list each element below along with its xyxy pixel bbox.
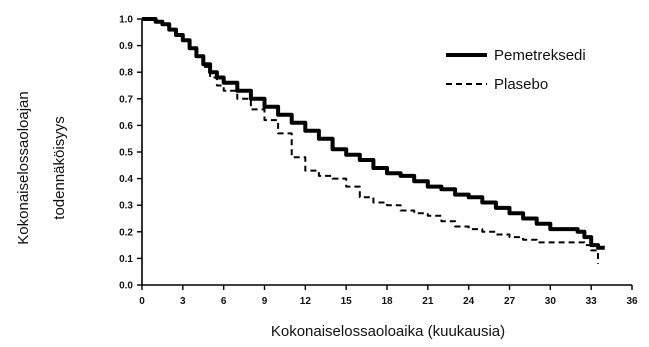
y-tick-label: 0.5: [119, 148, 133, 159]
x-tick-label: 21: [422, 296, 434, 307]
y-tick-label: 0.1: [119, 254, 133, 265]
x-tick-label: 3: [180, 296, 186, 307]
y-tick-label: 0.2: [119, 227, 133, 238]
legend-label-plasebo: Plasebo: [494, 76, 548, 93]
series-layer: [142, 17, 605, 264]
axes: [141, 19, 632, 286]
y-axis-title-line2: todennäköisyys: [51, 116, 68, 219]
x-tick-label: 36: [626, 296, 638, 307]
y-tick-label: 0.9: [119, 41, 133, 52]
x-tick-label: 27: [504, 296, 516, 307]
x-tick-label: 33: [586, 296, 598, 307]
x-tick-label: 24: [463, 296, 475, 307]
y-tick-label: 0.3: [119, 201, 133, 212]
x-tick-label: 0: [139, 296, 145, 307]
x-tick-label: 9: [262, 296, 268, 307]
x-tick-label: 15: [341, 296, 353, 307]
x-tick-label: 30: [545, 296, 557, 307]
y-axis-title-line1: Kokonaiselossaoloajan: [15, 91, 32, 244]
x-tick-label: 6: [221, 296, 227, 307]
x-tick-label: 18: [381, 296, 393, 307]
legend-label-pemetreksedi: Pemetreksedi: [494, 47, 586, 64]
legend: Pemetreksedi Plasebo: [446, 47, 586, 93]
y-axis-ticks: 0.0 0.1 0.2 0.3 0.4 0.5 0.6 0.7 0.8 0.9 1.0: [119, 15, 142, 292]
y-tick-label: 0.4: [119, 174, 133, 185]
y-tick-label: 0.8: [119, 68, 133, 79]
y-tick-label: 0.0: [119, 281, 133, 292]
y-tick-label: 0.6: [119, 121, 133, 132]
y-tick-label: 0.7: [119, 94, 133, 105]
series-line-plasebo: [142, 18, 599, 264]
x-tick-label: 12: [300, 296, 312, 307]
x-axis-title: Kokonaiselossaoloaika (kuukausia): [271, 323, 505, 340]
y-tick-label: 1.0: [119, 15, 133, 26]
x-axis-ticks: 0 3 6 9 12 15 18 21 24 27 30 33 36: [139, 285, 638, 307]
